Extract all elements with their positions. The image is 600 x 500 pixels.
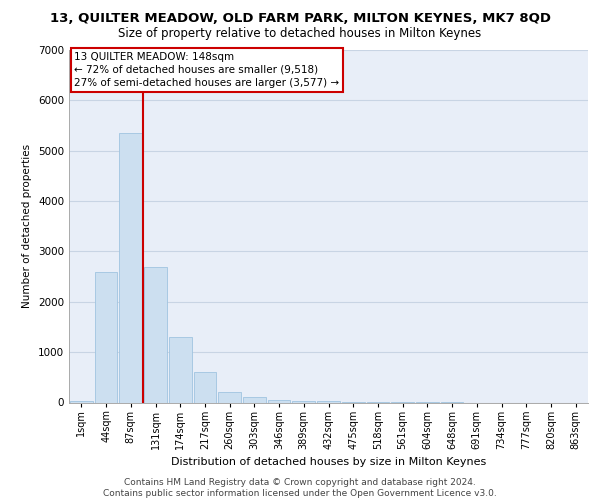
Bar [119,133,142,402]
Bar [169,337,191,402]
Text: 13 QUILTER MEADOW: 148sqm
← 72% of detached houses are smaller (9,518)
27% of se: 13 QUILTER MEADOW: 148sqm ← 72% of detac… [74,52,340,88]
Y-axis label: Number of detached properties: Number of detached properties [22,144,32,308]
Bar [144,266,167,402]
Bar [194,372,216,402]
Bar [218,392,241,402]
Bar [243,398,266,402]
Text: 13, QUILTER MEADOW, OLD FARM PARK, MILTON KEYNES, MK7 8QD: 13, QUILTER MEADOW, OLD FARM PARK, MILTO… [49,12,551,26]
X-axis label: Distribution of detached houses by size in Milton Keynes: Distribution of detached houses by size … [171,458,486,468]
Text: Size of property relative to detached houses in Milton Keynes: Size of property relative to detached ho… [118,28,482,40]
Bar [95,272,118,402]
Text: Contains HM Land Registry data © Crown copyright and database right 2024.
Contai: Contains HM Land Registry data © Crown c… [103,478,497,498]
Bar [292,401,315,402]
Bar [268,400,290,402]
Bar [70,401,93,402]
